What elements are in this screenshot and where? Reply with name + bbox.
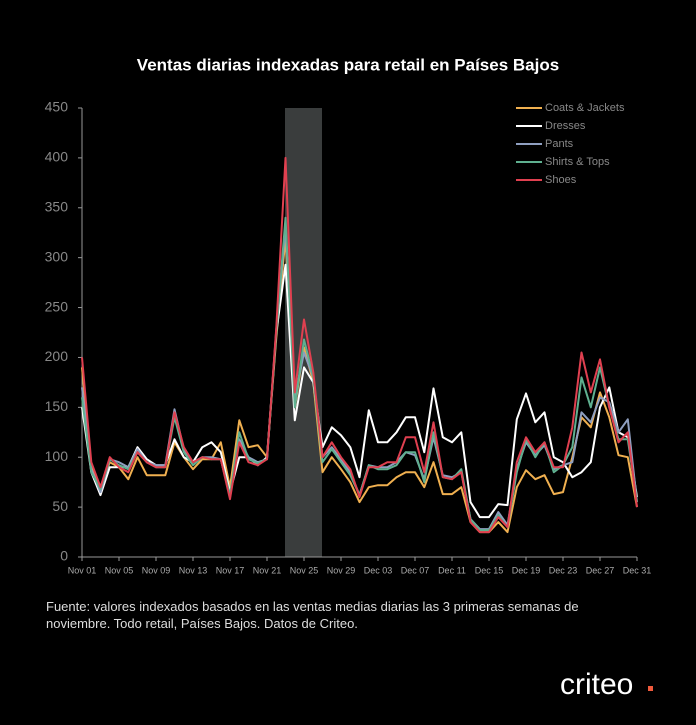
y-tick-label: 100 bbox=[45, 448, 69, 464]
x-tick-label: Nov 25 bbox=[290, 565, 319, 575]
chart-title: Ventas diarias indexadas para retail en … bbox=[137, 55, 559, 74]
y-tick-label: 50 bbox=[52, 498, 68, 514]
x-tick-label: Dec 31 bbox=[623, 565, 652, 575]
x-tick-label: Nov 01 bbox=[68, 565, 97, 575]
y-tick-label: 350 bbox=[45, 198, 69, 214]
x-tick-label: Dec 03 bbox=[364, 565, 393, 575]
x-tick-label: Nov 29 bbox=[327, 565, 356, 575]
x-tick-label: Nov 05 bbox=[105, 565, 134, 575]
logo: criteo bbox=[560, 668, 633, 701]
legend-label: Dresses bbox=[545, 120, 586, 132]
x-tick-label: Dec 07 bbox=[401, 565, 430, 575]
legend-label: Pants bbox=[545, 138, 574, 150]
x-tick-label: Dec 23 bbox=[549, 565, 578, 575]
y-tick-label: 300 bbox=[45, 248, 69, 264]
series-line bbox=[81, 263, 638, 519]
y-tick-label: 150 bbox=[45, 398, 69, 414]
y-tick-label: 450 bbox=[45, 99, 69, 115]
legend-label: Shoes bbox=[545, 174, 577, 186]
x-tick-label: Nov 09 bbox=[142, 565, 171, 575]
x-tick-label: Dec 19 bbox=[512, 565, 541, 575]
y-tick-label: 250 bbox=[45, 298, 69, 314]
series-line bbox=[81, 236, 638, 534]
x-tick-label: Dec 27 bbox=[586, 565, 615, 575]
plot-area: 0 50 100 150 200 250 300 350 400 450 Nov 01 Nov 05 N… bbox=[45, 99, 652, 576]
footnote: Fuente: valores indexados basados en las… bbox=[46, 599, 579, 631]
legend-label: Coats & Jackets bbox=[545, 102, 625, 114]
series-line bbox=[81, 156, 638, 534]
y-tick-label: 400 bbox=[45, 149, 69, 165]
legend-label: Shirts & Tops bbox=[545, 156, 610, 168]
x-tick-label: Dec 15 bbox=[475, 565, 504, 575]
x-tick-label: Dec 11 bbox=[438, 565, 466, 575]
x-tick-label: Nov 13 bbox=[179, 565, 208, 575]
y-tick-label: 0 bbox=[60, 548, 68, 564]
note-box: Fuente: valores indexados basados en las… bbox=[46, 599, 579, 631]
x-tick-label: Nov 17 bbox=[216, 565, 245, 575]
x-tick-label: Nov 21 bbox=[253, 565, 282, 575]
logo-dot bbox=[648, 686, 653, 691]
y-tick-label: 200 bbox=[45, 348, 69, 364]
